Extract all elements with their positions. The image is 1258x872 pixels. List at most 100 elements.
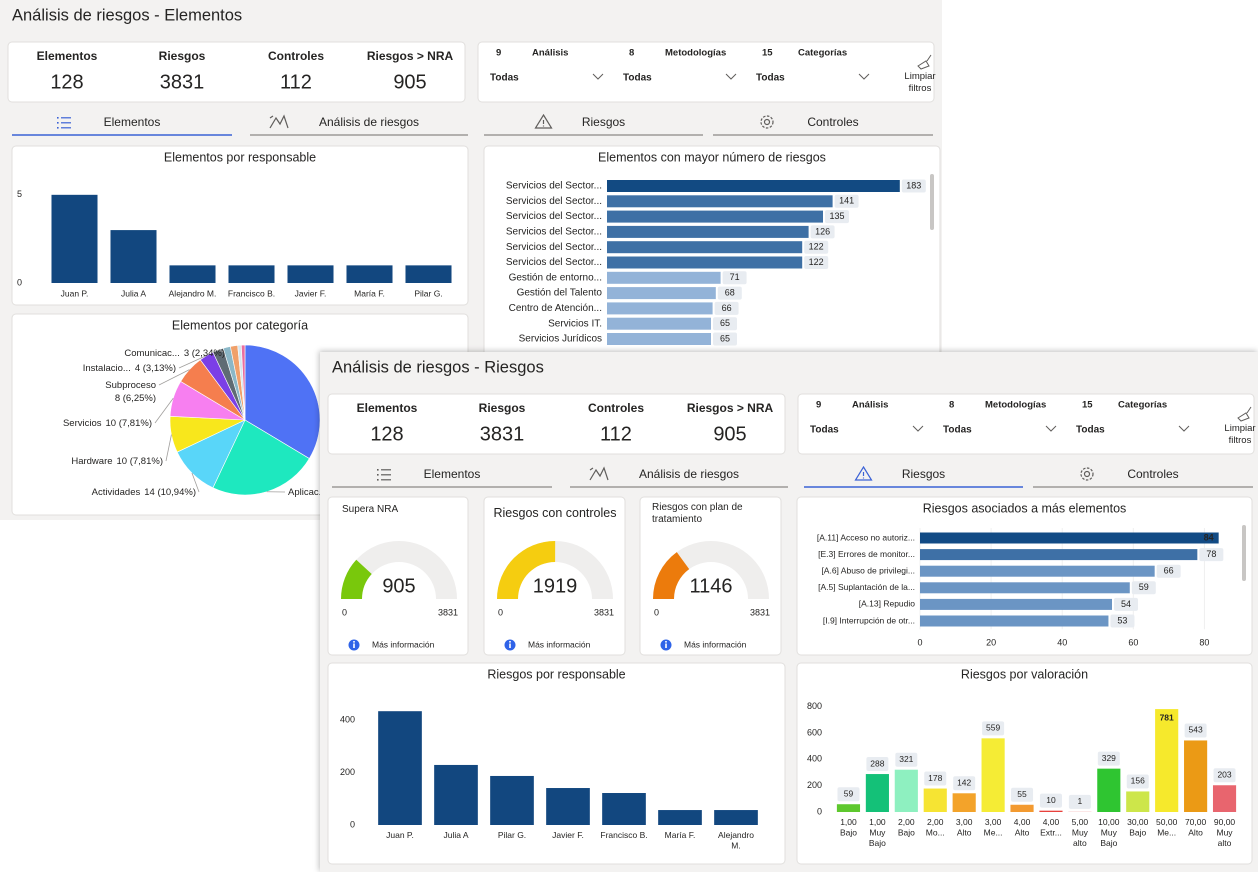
x-tick-label-line: Extr... — [1040, 828, 1062, 838]
bar — [405, 265, 452, 283]
clear-filters-button[interactable]: Limpiar filtros — [1224, 406, 1256, 446]
value-label: 1 — [1078, 796, 1083, 806]
x-tick-label-line: 2,00 — [898, 817, 915, 827]
card — [327, 393, 786, 455]
tab[interactable]: Riesgos — [804, 465, 1023, 488]
filter-dropdown[interactable]: Todas — [619, 68, 741, 86]
x-tick-label: María F. — [665, 830, 696, 840]
data-label-name: Aplicac... — [288, 487, 327, 498]
tab-label[interactable]: Riesgos — [582, 115, 625, 129]
dropdown-value[interactable]: Todas — [1076, 425, 1105, 436]
value-label: 126 — [815, 226, 830, 236]
tab[interactable]: Controles — [713, 115, 933, 136]
window: Análisis de riesgos - Riesgos Elementos 1 2… — [320, 352, 1258, 872]
value-label: 66 — [722, 303, 732, 313]
dropdown-chevron[interactable] — [1178, 425, 1190, 432]
tab-label[interactable]: Elementos — [104, 115, 161, 129]
x-tick-label-line: 1,00 — [840, 817, 857, 827]
dropdown-value[interactable]: Todas — [756, 73, 785, 84]
tab-label[interactable]: Análisis de riesgos — [319, 115, 419, 129]
kpi-value: 3831 — [480, 423, 525, 445]
clear-filters-button[interactable]: Limpiar filtros — [904, 54, 936, 94]
tab-icon — [57, 127, 59, 129]
tab-label[interactable]: Elementos — [424, 467, 481, 481]
bar — [952, 793, 976, 812]
tab-label[interactable]: Riesgos — [902, 467, 945, 481]
dropdown-chevron[interactable] — [725, 73, 737, 80]
tab[interactable]: Elementos — [332, 467, 552, 488]
bar — [714, 810, 758, 825]
x-tick-label: 5,00 Muy alto — [1072, 817, 1089, 848]
tab-icon — [760, 115, 774, 129]
x-tick-label: Javier F. — [552, 830, 584, 840]
y-tick-label: [A.13] Repudio — [859, 599, 916, 609]
filter-dropdown[interactable]: Todas — [939, 420, 1061, 438]
filter-dropdown[interactable]: Todas — [752, 68, 874, 86]
x-tick-label: 0 — [917, 637, 922, 647]
dropdown-box[interactable] — [486, 68, 608, 86]
filter-dropdown[interactable]: Todas — [1072, 420, 1194, 438]
data-label-value: 10 (7,81%) — [106, 418, 152, 429]
dropdown-box[interactable] — [1072, 420, 1194, 438]
tab[interactable]: Elementos — [12, 115, 232, 136]
dropdown-box[interactable] — [752, 68, 874, 86]
filter-dropdown[interactable]: Todas — [806, 420, 928, 438]
value-label-bg — [901, 179, 926, 193]
value-label: 288 — [870, 758, 884, 768]
dropdown-chevron[interactable] — [592, 73, 604, 80]
tab[interactable]: Controles — [1033, 467, 1253, 488]
dropdown-value[interactable]: Todas — [623, 73, 652, 84]
dropdown-box[interactable] — [939, 420, 1061, 438]
bar — [1212, 785, 1237, 812]
gauge-max-label: 3831 — [438, 607, 458, 617]
x-tick-label-line: alto — [1218, 838, 1232, 848]
kpi-label: Elementos — [357, 401, 418, 415]
x-tick-label-line: Me... — [1157, 828, 1176, 838]
x-tick-label: María F. — [354, 288, 385, 298]
data-label-name: Servicios — [63, 418, 102, 429]
value-label-bg — [1126, 774, 1149, 789]
x-tick-label-line: Bajo — [898, 828, 915, 838]
info-icon-dot — [665, 643, 667, 648]
dropdown-box[interactable] — [806, 420, 928, 438]
more-info-link[interactable]: Más información — [684, 639, 747, 649]
y-tick-label: 0 — [817, 806, 822, 816]
dropdown-box[interactable] — [619, 68, 741, 86]
value-label: 559 — [986, 723, 1000, 733]
bar — [607, 225, 809, 238]
clear-filters-label: Limpiar filtros — [1224, 423, 1255, 446]
x-tick-label: 90,00 Muy alto — [1214, 817, 1236, 848]
dropdown-chevron[interactable] — [1045, 425, 1057, 432]
more-info-link[interactable]: Más información — [372, 639, 435, 649]
dropdown-value[interactable]: Todas — [810, 425, 839, 436]
tab-label[interactable]: Controles — [1127, 467, 1178, 481]
tab-label[interactable]: Análisis de riesgos — [639, 467, 739, 481]
broom-icon[interactable] — [917, 54, 932, 70]
tab[interactable]: Análisis de riesgos — [250, 114, 468, 136]
x-tick-label-line: Javier F. — [552, 830, 584, 840]
value-label-bg — [1199, 548, 1224, 562]
window: Análisis de riesgos - Elementos Elementos… — [0, 0, 942, 520]
x-tick-label-line: 3,00 — [956, 817, 973, 827]
dropdown-value[interactable]: Todas — [490, 73, 519, 84]
y-tick-label: Servicios del Sector... — [506, 227, 602, 238]
dropdown-value[interactable]: Todas — [943, 425, 972, 436]
page-title: Análisis de riesgos - Riesgos — [332, 358, 544, 376]
x-tick-label: 50,00 Me... — [1156, 817, 1178, 838]
data-label: Servicios 10 (7,81%) — [63, 418, 152, 429]
x-tick-label-line: 5,00 — [1072, 817, 1089, 827]
kpi-label: Riesgos > NRA — [687, 401, 774, 415]
tab[interactable]: Análisis de riesgos — [570, 466, 788, 488]
tab[interactable]: Riesgos — [484, 113, 703, 136]
broom-icon[interactable] — [1237, 406, 1252, 422]
chart-title: Riesgos asociados a más elementos — [923, 501, 1127, 515]
x-tick-label-line: Juan P. — [386, 830, 414, 840]
x-tick-label-line: María F. — [665, 830, 696, 840]
tab-label[interactable]: Controles — [807, 115, 858, 129]
x-tick-label: 40 — [1057, 637, 1067, 647]
dropdown-chevron[interactable] — [858, 73, 870, 80]
more-info-link[interactable]: Más información — [528, 639, 591, 649]
data-label: Subproceso 8 (6,25%) — [105, 380, 156, 404]
dropdown-chevron[interactable] — [912, 425, 924, 432]
filter-dropdown[interactable]: Todas — [486, 68, 608, 86]
